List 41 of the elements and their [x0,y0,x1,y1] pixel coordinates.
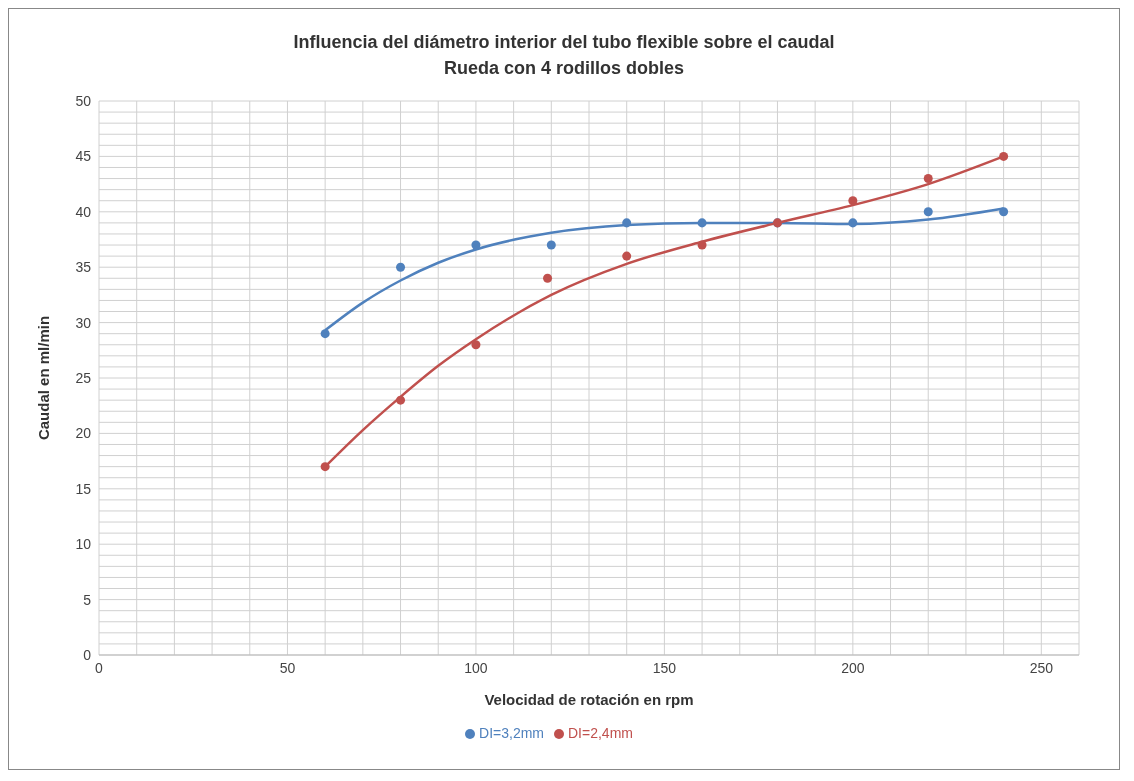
chart-title: Influencia del diámetro interior del tubo flexible sobre el caudal [292,31,836,54]
y-tick-label: 15 [75,480,92,497]
x-tick-label: 100 [464,659,488,676]
y-tick-label: 35 [75,259,92,276]
x-tick-label: 50 [279,659,296,676]
y-tick-label: 5 [83,591,92,608]
y-tick-label: 25 [75,369,92,386]
point [697,218,707,228]
point [923,174,933,184]
chart-subtitle: Rueda con 4 rodillos dobles [442,57,685,80]
point [320,329,330,339]
x-tick-label: 200 [841,659,865,676]
point [999,207,1009,217]
point [546,240,556,250]
y-tick-label: 20 [75,425,92,442]
x-tick-label: 150 [652,659,677,676]
point [999,151,1009,161]
point [848,218,858,228]
x-tick-label: 250 [1029,659,1054,676]
point [543,273,553,283]
point [396,262,406,272]
x-tick-label: 0 [95,659,104,676]
point [471,340,481,350]
y-tick-label: 50 [75,92,92,109]
y-tick-label: 30 [75,314,92,331]
y-axis-title: Caudal en ml/min [35,315,53,441]
point [697,240,707,250]
y-tick-label: 45 [75,148,92,165]
point [320,462,330,472]
legend-label: DI=2,4mm [568,725,633,741]
point [923,207,933,217]
y-tick-label: 0 [83,646,92,663]
point [622,218,632,228]
point [848,196,858,206]
point [471,240,481,250]
point [396,395,406,405]
legend-label: DI=3,2mm [479,725,544,741]
point [622,251,632,261]
y-tick-label: 40 [75,203,92,220]
x-axis-title: Velocidad de rotación en rpm [484,691,694,708]
y-tick-label: 10 [75,536,92,553]
